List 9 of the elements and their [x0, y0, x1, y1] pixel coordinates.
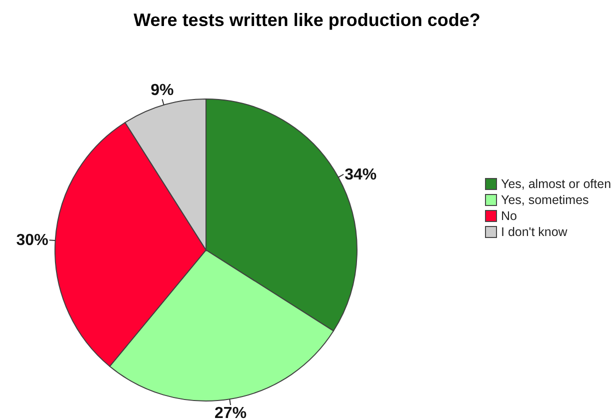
legend-label: Yes, almost or often — [501, 176, 612, 192]
chart-title: Were tests written like production code? — [132, 10, 482, 31]
data-label: 34% — [344, 166, 377, 184]
data-label: 27% — [214, 405, 247, 420]
legend-label: I don't know — [501, 224, 568, 240]
data-label: 30% — [16, 232, 48, 250]
legend-label: No — [501, 208, 517, 224]
legend-label: Yes, sometimes — [501, 192, 589, 208]
data-label: 9% — [150, 82, 174, 100]
